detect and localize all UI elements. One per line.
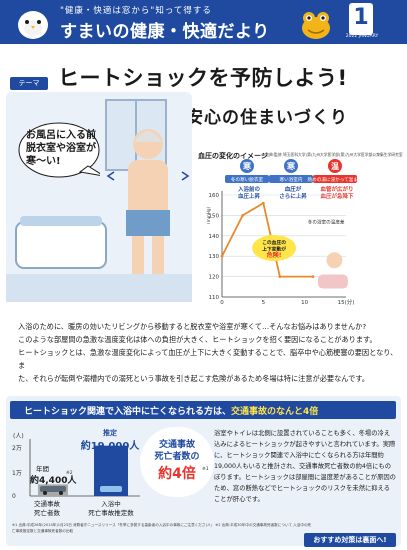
mascot-bird-icon: [18, 11, 48, 39]
stats-y-unit: (人): [13, 433, 24, 440]
speech-bubble: [18, 122, 100, 178]
intro-text: 入浴のために、暖房の効いたリビングから移動すると脱衣室や浴室が寒くて…そんなお悩…: [18, 320, 398, 385]
danger-annotation-bg: [252, 235, 297, 262]
estimate-value: 約19,000人: [80, 441, 140, 452]
subheadline: 安心の住まいづくり: [186, 108, 348, 128]
stats-y-tick: 1万: [12, 470, 22, 477]
danger-annotation-text: 上下変動が: [262, 246, 286, 253]
blood-pressure-point: [311, 275, 315, 278]
stats-heading: ヒートショック関連で入浴中に亡くなられる方は、交通事故のなんと4倍: [24, 404, 318, 417]
stage-badge: [240, 159, 254, 173]
category-line: 入浴中: [101, 500, 121, 508]
category-line: 死亡者数: [34, 508, 60, 517]
callout-line: 死亡者数の: [154, 452, 200, 462]
y-tick-label: 140: [209, 234, 220, 240]
stage-caption-bg: [225, 175, 269, 183]
blood-pressure-point: [261, 201, 265, 205]
frog-mascot-icon: [302, 12, 330, 39]
y-tick-label: 130: [209, 254, 220, 260]
intro-line: このような部屋間の急激な温度変化は体への負担が大きく、ヒートショックを招く要因に…: [18, 335, 377, 344]
x-tick-label: 10: [301, 300, 308, 306]
issue-box: [349, 3, 373, 35]
stage-note: 入浴前の: [237, 185, 261, 193]
callout-ratio: 約4倍: [158, 466, 196, 482]
stage-note: 血管が広がり: [320, 185, 353, 193]
blood-pressure-point: [278, 275, 282, 278]
chart-source: ※出典:監修 埼玉医科大学(第)九州大学医学部(第)九州大学医学部公衆衛生学研究…: [262, 152, 403, 157]
speech-text: お風呂に入る前 脱衣室や浴室が 寒～い!: [26, 129, 96, 168]
speech-line: 寒～い!: [26, 156, 61, 167]
recommended-measures-link[interactable]: おすすめ対策は裏面へ!: [304, 533, 396, 547]
x-tick-label: 15(分): [338, 298, 355, 306]
stage-caption: 寒い浴室内: [280, 176, 303, 183]
y-axis-label: (mmHg): [206, 206, 211, 224]
blood-pressure-point: [241, 214, 245, 217]
stats-heading-text: ヒートショック関連で入浴中に亡くなられる方は、: [24, 407, 232, 417]
category-line: 交通事故: [34, 500, 60, 508]
stage-name: 寒: [242, 161, 252, 171]
callout-line: 交通事故: [158, 440, 195, 450]
stage-badge: [284, 159, 298, 173]
header-bar: [0, 0, 407, 44]
y-tick-label: 160: [209, 193, 220, 199]
speech-line: お風呂に入る前: [26, 130, 96, 141]
bathroom-scene-illustration: [6, 99, 192, 302]
stage-caption-bg: [313, 175, 357, 183]
category-line: 死亡事故推定数: [88, 508, 134, 517]
newsletter-title: すまいの健康・快適だより: [60, 22, 270, 42]
theme-tag: テーマ: [10, 77, 48, 90]
intro-line: た、それらが転倒や溺槽内での溺死という事故を引き起こす危険があるため冬場は特に注…: [18, 374, 369, 383]
header-tagline: "健康・快適は窓から"知って得する: [60, 6, 212, 16]
blood-pressure-point: [220, 254, 224, 258]
x-tick-label: 0: [220, 300, 224, 306]
stage-caption: 冬の寒い脱衣室: [231, 176, 264, 183]
stats-y-tick: 2万: [12, 445, 22, 452]
headline: ヒートショックを予防しよう!: [58, 66, 348, 90]
y-tick-label: 150: [209, 213, 220, 219]
issue-date: 2022 JANUARY: [345, 34, 379, 39]
intro-line: ヒートショックとは、急激な温度変化によって血圧が上下に大きく変動することで、脳卒…: [18, 348, 398, 370]
stage-caption-bg: [269, 175, 313, 183]
speech-line: 脱衣室や浴室が: [26, 143, 96, 154]
stage-caption: 熱めの湯に浸かって温まる: [308, 176, 363, 183]
bather-head-icon: [326, 252, 343, 269]
stage-badge: [328, 159, 342, 173]
temperature-note: 冬の浴室の温度差: [308, 219, 345, 226]
chart-title: 血圧の変化のイメージ: [198, 152, 268, 160]
stage-note: 血圧上昇: [238, 192, 261, 200]
stage-note: 血圧が急降下: [320, 192, 354, 200]
y-tick-label: 120: [209, 275, 220, 281]
stats-header: [10, 401, 396, 419]
stats-y-tick: 0: [12, 493, 16, 500]
category-traffic-deaths: 交通事故 死亡者数: [22, 500, 72, 517]
ratio-callout: [140, 427, 214, 497]
intro-line: 入浴のために、暖房の効いたリビングから移動すると脱衣室や浴室が寒くて…そんなお悩…: [18, 322, 367, 331]
y-tick-label: 110: [209, 295, 220, 301]
annual-value: 約4,400人: [30, 476, 77, 486]
footnote: ※1 出典:平成26年(2014年)1月23日 消費者庁ニュースリリース「冬季に…: [12, 523, 312, 533]
stats-body-text: 浴室やトイレは北側に設置されていることも多く、冬場の冷え込みによるヒートショック…: [214, 430, 396, 503]
annual-note: ※2: [66, 471, 73, 476]
issue-number: 1: [353, 5, 369, 30]
danger-annotation-text: 危険!: [266, 251, 282, 259]
stage-name: 寒: [286, 161, 296, 171]
stage-name: 温: [331, 161, 339, 171]
estimate-label: 推定: [103, 429, 117, 437]
stage-note: さらに上昇: [279, 192, 307, 200]
category-bath-deaths: 入浴中 死亡事故推定数: [82, 500, 140, 517]
callout-note: ※1: [202, 467, 209, 472]
bath-water-icon: [317, 274, 348, 289]
danger-annotation-text: この血圧の: [262, 239, 286, 246]
annual-label: 年間: [36, 465, 49, 473]
x-tick-label: 5: [262, 300, 266, 306]
stats-heading-highlight: 交通事故のなんと4倍: [231, 407, 319, 417]
stage-note: 血圧が: [285, 185, 302, 193]
